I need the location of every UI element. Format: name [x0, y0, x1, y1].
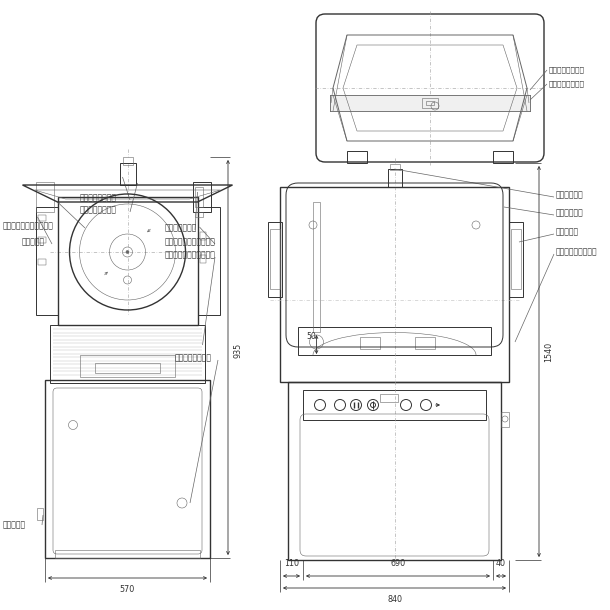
Text: 電源コード: 電源コード: [3, 520, 26, 529]
Bar: [193, 182, 210, 212]
Circle shape: [126, 251, 129, 254]
Text: リアフード: リアフード: [22, 237, 45, 246]
Bar: [359, 337, 379, 349]
Bar: [57, 197, 198, 325]
Bar: [37, 259, 46, 265]
Bar: [195, 212, 203, 217]
Bar: [493, 151, 513, 163]
Bar: [80, 355, 175, 377]
Bar: [313, 202, 320, 332]
FancyBboxPatch shape: [316, 14, 544, 162]
Bar: [37, 215, 46, 221]
Text: 40: 40: [496, 559, 506, 568]
Text: フロントフード: フロントフード: [165, 223, 198, 232]
Text: 安全ガード: 安全ガード: [556, 228, 579, 237]
Bar: [55, 550, 200, 558]
Text: 1540: 1540: [545, 342, 553, 362]
Text: 840: 840: [387, 595, 402, 604]
Text: 生地重量調整目盛: 生地重量調整目盛: [80, 206, 117, 215]
Bar: [45, 380, 210, 558]
Text: 50: 50: [307, 332, 317, 341]
Text: 570: 570: [120, 585, 135, 594]
Bar: [280, 187, 509, 382]
Bar: [501, 412, 509, 427]
Bar: [199, 232, 206, 240]
Text: 丸目時間調整ノブ: 丸目時間調整ノブ: [175, 354, 212, 362]
Bar: [195, 187, 203, 207]
Text: 生地圧力調整目盛: 生地圧力調整目盛: [549, 66, 585, 73]
Bar: [288, 382, 501, 560]
Bar: [123, 157, 132, 165]
Bar: [270, 229, 280, 289]
Bar: [415, 337, 434, 349]
Text: 生地重量調整目盛: 生地重量調整目盛: [549, 81, 585, 87]
Bar: [50, 325, 205, 383]
Bar: [37, 508, 43, 520]
Bar: [347, 151, 367, 163]
Text: モールディングテーブル: モールディングテーブル: [165, 251, 216, 259]
Bar: [37, 237, 46, 243]
Text: 110: 110: [284, 559, 299, 568]
Text: メンテナンス時回転位置: メンテナンス時回転位置: [3, 221, 54, 231]
Text: モールディングプレート: モールディングプレート: [165, 237, 216, 246]
Text: 935: 935: [234, 342, 243, 357]
Bar: [509, 222, 523, 297]
Bar: [268, 222, 282, 297]
Bar: [511, 229, 521, 289]
Text: ガイドリング: ガイドリング: [556, 209, 584, 218]
Bar: [298, 327, 491, 355]
Bar: [330, 95, 530, 111]
Text: コントロールパネル: コントロールパネル: [556, 248, 598, 256]
Bar: [330, 95, 530, 111]
Text: ロックナット: ロックナット: [556, 190, 584, 199]
Bar: [387, 169, 401, 187]
Bar: [303, 390, 486, 420]
Text: 690: 690: [390, 559, 406, 568]
Bar: [120, 163, 135, 185]
Bar: [422, 98, 438, 108]
Bar: [199, 255, 206, 263]
Text: 生地圧力調整目盛: 生地圧力調整目盛: [80, 193, 117, 203]
Bar: [380, 394, 398, 402]
Bar: [35, 182, 54, 212]
Bar: [426, 101, 434, 105]
Bar: [95, 363, 160, 373]
Bar: [35, 207, 57, 315]
Bar: [198, 207, 220, 315]
Bar: [390, 164, 400, 170]
